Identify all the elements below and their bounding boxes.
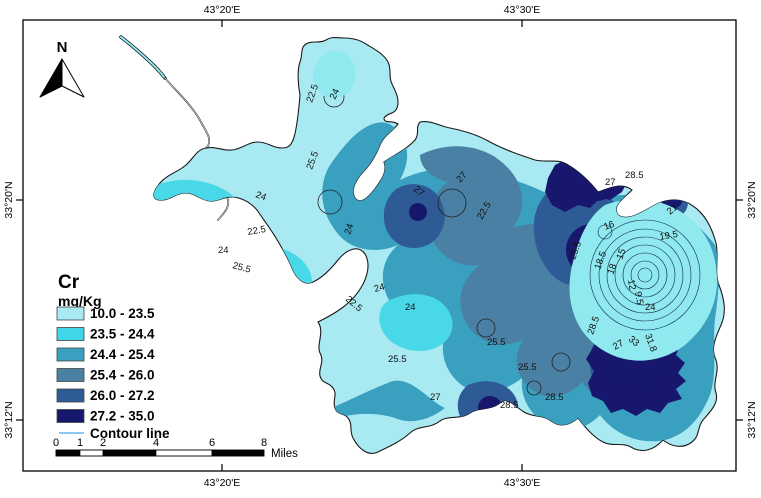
svg-text:25.5: 25.5 xyxy=(231,260,252,275)
svg-text:9.5: 9.5 xyxy=(632,291,645,306)
svg-text:33°12'N: 33°12'N xyxy=(746,401,758,438)
svg-text:25.5: 25.5 xyxy=(487,337,506,348)
svg-text:27: 27 xyxy=(605,177,616,188)
svg-text:Miles: Miles xyxy=(271,448,298,460)
svg-text:Cr: Cr xyxy=(58,272,80,293)
svg-text:0: 0 xyxy=(53,437,59,449)
svg-text:27.2 - 35.0: 27.2 - 35.0 xyxy=(90,409,155,424)
svg-text:43°30'E: 43°30'E xyxy=(504,477,541,489)
svg-text:2: 2 xyxy=(100,437,106,449)
svg-text:24: 24 xyxy=(405,302,416,313)
svg-text:43°20'E: 43°20'E xyxy=(204,477,241,489)
svg-text:24: 24 xyxy=(218,245,229,256)
svg-text:43°30'E: 43°30'E xyxy=(504,4,541,16)
svg-text:27: 27 xyxy=(430,392,441,403)
svg-text:33°20'N: 33°20'N xyxy=(746,181,758,218)
svg-text:28.5: 28.5 xyxy=(545,392,564,403)
svg-text:4: 4 xyxy=(153,437,159,449)
svg-text:33°12'N: 33°12'N xyxy=(3,401,15,438)
svg-text:24.4 - 25.4: 24.4 - 25.4 xyxy=(90,347,155,362)
svg-text:25.4 - 26.0: 25.4 - 26.0 xyxy=(90,368,155,383)
svg-text:43°20'E: 43°20'E xyxy=(204,4,241,16)
svg-text:24: 24 xyxy=(645,302,656,313)
svg-text:26.0 - 27.2: 26.0 - 27.2 xyxy=(90,388,155,403)
svg-text:1: 1 xyxy=(77,437,83,449)
svg-text:10.0 - 23.5: 10.0 - 23.5 xyxy=(90,306,155,321)
svg-text:8: 8 xyxy=(261,437,267,449)
svg-text:28.5: 28.5 xyxy=(625,170,644,181)
svg-text:25.5: 25.5 xyxy=(388,354,407,365)
svg-text:23.5 - 24.4: 23.5 - 24.4 xyxy=(90,327,155,342)
svg-text:22.5: 22.5 xyxy=(247,224,267,238)
svg-text:N: N xyxy=(57,39,68,56)
svg-text:6: 6 xyxy=(209,437,215,449)
svg-text:28.5: 28.5 xyxy=(500,400,519,411)
svg-text:25.5: 25.5 xyxy=(518,362,537,373)
svg-text:33°20'N: 33°20'N xyxy=(3,181,15,218)
svg-text:12: 12 xyxy=(625,279,638,291)
